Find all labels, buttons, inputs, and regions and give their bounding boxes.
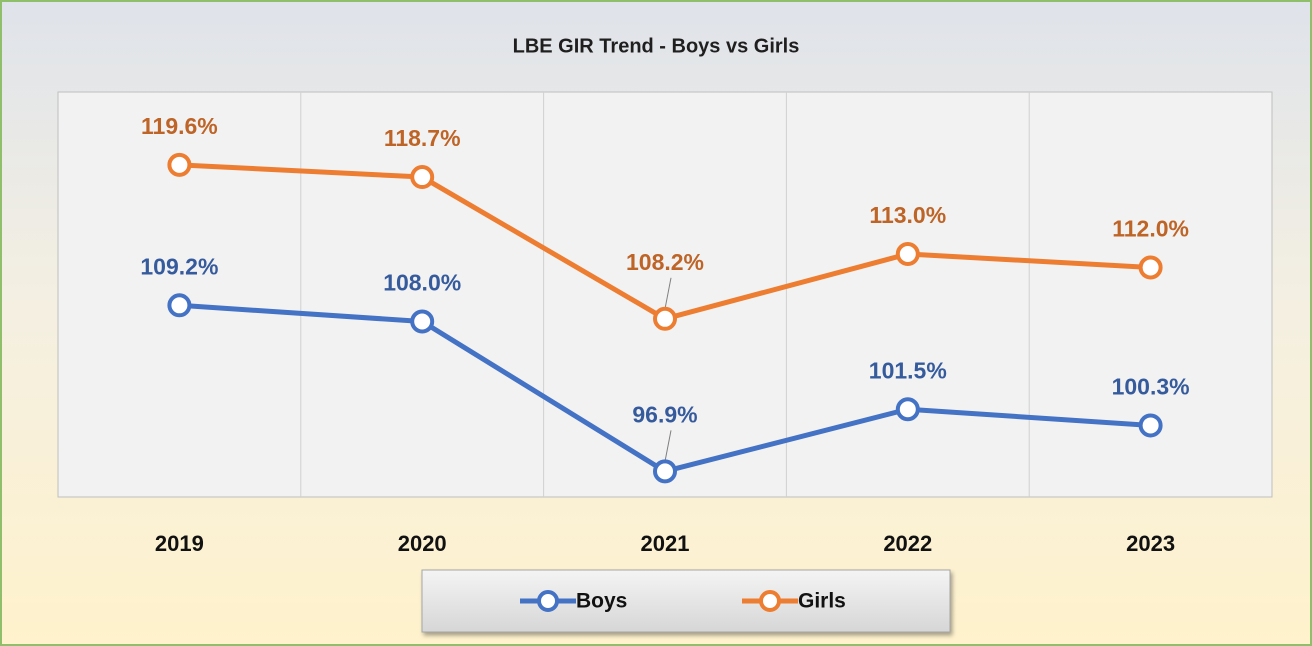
legend-box bbox=[421, 569, 951, 633]
plot-area bbox=[57, 91, 1273, 498]
point-marker bbox=[895, 397, 920, 422]
data-label: 109.2% bbox=[140, 253, 218, 279]
x-tick-label: 2020 bbox=[398, 531, 447, 556]
legend-marker bbox=[537, 590, 559, 612]
point-marker bbox=[167, 152, 192, 177]
data-label: 112.0% bbox=[1112, 216, 1189, 242]
data-label: 101.5% bbox=[869, 357, 947, 383]
point-marker bbox=[1138, 255, 1163, 280]
legend-label: Girls bbox=[798, 590, 846, 613]
legend-marker bbox=[759, 590, 781, 612]
data-label: 108.0% bbox=[383, 270, 461, 296]
point-marker bbox=[410, 165, 435, 190]
data-label: 108.2% bbox=[626, 249, 704, 275]
point-marker bbox=[895, 242, 920, 266]
data-label: 118.7% bbox=[384, 125, 461, 151]
x-tick-label: 2021 bbox=[641, 531, 690, 556]
data-label: 113.0% bbox=[869, 202, 946, 228]
data-label: 119.6% bbox=[141, 113, 218, 139]
leader-line bbox=[664, 277, 672, 309]
x-tick-label: 2022 bbox=[883, 531, 932, 556]
point-marker bbox=[653, 306, 677, 331]
point-marker bbox=[1138, 413, 1163, 438]
point-marker bbox=[410, 309, 435, 334]
point-marker bbox=[653, 459, 677, 484]
leader-line bbox=[664, 430, 672, 462]
data-label: 96.9% bbox=[632, 401, 697, 427]
x-tick-label: 2019 bbox=[155, 531, 204, 556]
point-marker bbox=[167, 293, 192, 318]
data-label: 100.3% bbox=[1112, 374, 1190, 400]
chart-title: LBE GIR Trend - Boys vs Girls bbox=[513, 35, 800, 57]
legend-label: Boys bbox=[576, 590, 627, 613]
x-tick-label: 2023 bbox=[1126, 531, 1175, 556]
